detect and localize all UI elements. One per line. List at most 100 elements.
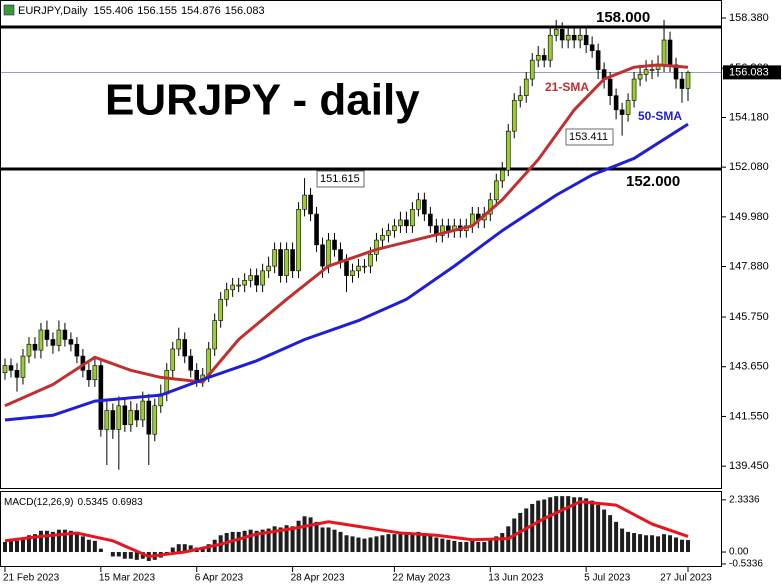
- candle-body: [254, 275, 259, 286]
- candle-body: [350, 270, 355, 276]
- macd-bar: [32, 534, 37, 553]
- macd-bar: [644, 535, 649, 553]
- y-tick-label: 139.450: [729, 460, 769, 472]
- macd-bar: [530, 503, 535, 553]
- macd-bar: [494, 536, 499, 553]
- candle-body: [374, 239, 379, 255]
- macd-bar: [68, 530, 73, 553]
- candle-body: [547, 34, 553, 61]
- indicator-line: [4, 500, 689, 559]
- candle-body: [266, 265, 271, 272]
- macd-bar: [446, 539, 451, 553]
- macd-bar: [464, 541, 469, 553]
- candle-body: [2, 365, 8, 373]
- candle-body: [356, 265, 361, 272]
- candle-body: [98, 365, 104, 430]
- candle-body: [218, 298, 223, 321]
- macd-bar: [596, 505, 601, 553]
- candle-body: [26, 343, 32, 357]
- candle-body: [392, 225, 397, 231]
- macd-bar: [278, 527, 283, 553]
- marks: 158.380156.260154.180152.080149.980147.8…: [1, 9, 781, 584]
- high-label: 151.615: [320, 173, 360, 185]
- macd-bar: [392, 534, 397, 553]
- x-tick-label: 15 Mar 2023: [99, 573, 156, 584]
- macd-bar: [314, 521, 319, 553]
- candle-body: [553, 29, 559, 36]
- candle-body: [176, 339, 182, 350]
- macd-bar: [416, 531, 421, 553]
- candle-body: [188, 355, 194, 371]
- macd-bar: [266, 528, 271, 553]
- candle-body: [326, 239, 331, 267]
- candle-body: [128, 410, 134, 426]
- candle-body: [194, 369, 200, 381]
- candle-body: [404, 219, 409, 227]
- candle-body: [493, 180, 499, 201]
- macd-value: 0.5345: [77, 497, 108, 508]
- candle-body: [583, 34, 589, 46]
- macd-title: MACD(12,26,9): [4, 497, 73, 508]
- sma50-label: 50-SMA: [638, 109, 682, 123]
- macd-bar: [128, 552, 133, 559]
- candle-body: [517, 95, 523, 101]
- macd-bar: [14, 540, 19, 553]
- y-tick-label: 141.550: [729, 410, 769, 422]
- header-low: 154.876: [181, 5, 221, 17]
- x-tick-label: 6 Apr 2023: [195, 573, 244, 584]
- macd-bar: [284, 525, 289, 553]
- candle-body: [164, 369, 170, 395]
- macd-bar: [398, 533, 403, 553]
- candle-body: [422, 199, 427, 215]
- macd-bar: [26, 535, 31, 553]
- y-tick-label: 158.380: [729, 12, 769, 24]
- macd-bar: [248, 529, 253, 553]
- macd-bar: [338, 531, 343, 553]
- x-tick-label: 28 Apr 2023: [291, 573, 345, 584]
- y-tick-label: 145.750: [729, 311, 769, 323]
- macd-bar: [434, 537, 439, 553]
- macd-bar: [638, 534, 643, 553]
- macd-bar: [20, 537, 25, 553]
- candle-body: [661, 39, 667, 66]
- macd-bar: [302, 516, 307, 553]
- macd-bar: [614, 521, 619, 553]
- candle-body: [631, 78, 637, 101]
- candle-body: [499, 169, 505, 182]
- macd-bar: [560, 496, 565, 553]
- candle-body: [595, 50, 601, 70]
- macd-bar: [452, 540, 457, 553]
- candle-body: [529, 59, 535, 80]
- macd-bar: [344, 535, 349, 553]
- header-close: 156.083: [225, 5, 265, 17]
- macd-bar: [674, 537, 679, 553]
- candle-body: [398, 219, 403, 227]
- candle-body: [116, 405, 122, 430]
- x-tick-label: 5 Jul 2023: [584, 573, 631, 584]
- macd-bar: [50, 531, 55, 553]
- macd-bar: [680, 539, 685, 553]
- macd-bar: [428, 535, 433, 553]
- candle-body: [589, 44, 595, 51]
- candle-body: [242, 280, 247, 286]
- candle-body: [637, 74, 643, 80]
- macd-bar: [584, 498, 589, 553]
- candle-body: [667, 39, 673, 66]
- macd-bar: [572, 497, 577, 553]
- macd-bar: [404, 534, 409, 553]
- candle-body: [302, 194, 307, 210]
- chart-title: EURJPY - daily: [105, 76, 420, 125]
- candle-body: [559, 29, 565, 41]
- macd-bar: [422, 533, 427, 553]
- macd-bar: [542, 499, 547, 553]
- macd-bar: [134, 552, 139, 560]
- candle-body: [260, 270, 265, 286]
- macd-bar: [374, 536, 379, 553]
- last-price-box: [723, 65, 781, 80]
- y-tick-label: 0.00: [729, 547, 749, 558]
- macd-bar: [188, 545, 193, 553]
- candle-body: [62, 329, 68, 340]
- macd-bar: [410, 533, 415, 553]
